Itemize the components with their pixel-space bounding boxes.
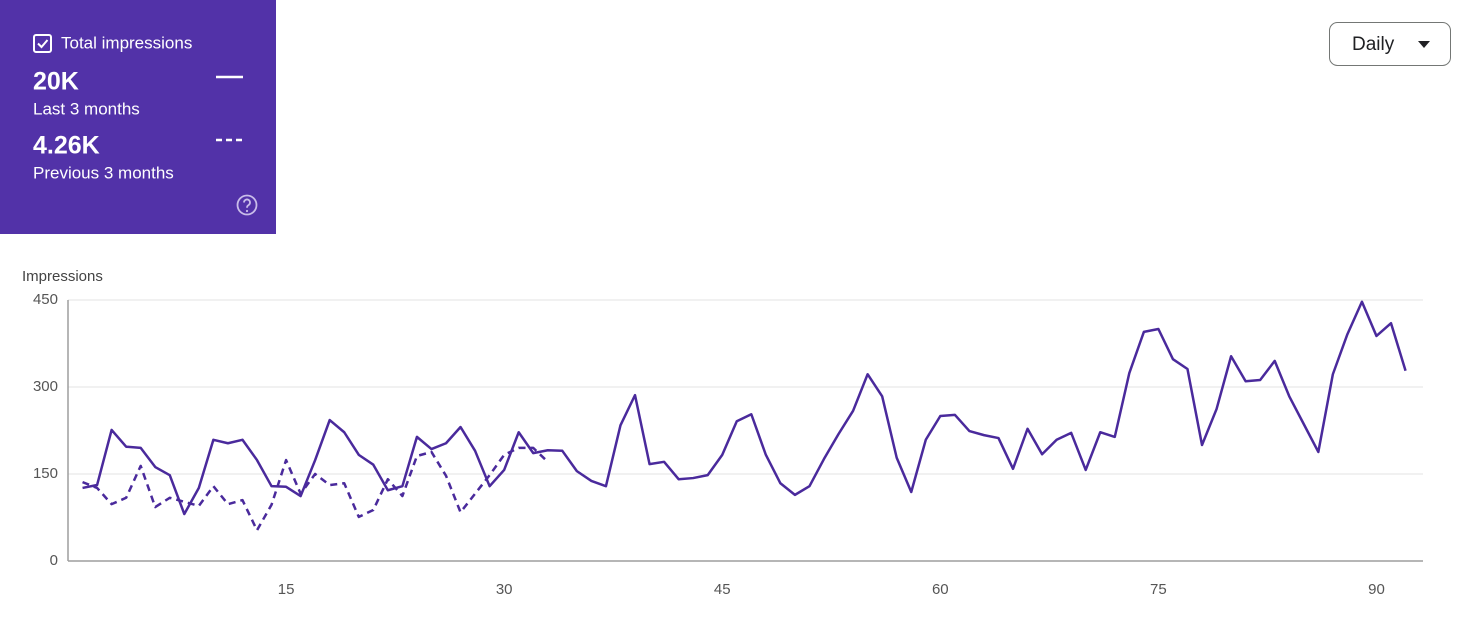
- x-tick-label: 90: [1368, 581, 1385, 598]
- help-glyph: [243, 198, 251, 208]
- x-tick-label: 60: [932, 581, 949, 598]
- dropdown-label: Daily: [1352, 34, 1395, 55]
- plot: 0 150 300 450 15 30 45 60 75 90: [33, 291, 1423, 598]
- y-tick-label: 450: [33, 291, 58, 308]
- legend-previous: Previous 3 months: [33, 163, 174, 182]
- card-label: Total impressions: [61, 33, 192, 52]
- dropdown[interactable]: [1329, 22, 1451, 66]
- help-icon[interactable]: [236, 194, 258, 216]
- x-tick-label: 75: [1150, 581, 1167, 598]
- x-tick-label: 30: [496, 581, 513, 598]
- total-current: 20K: [33, 68, 79, 96]
- line-current: [82, 300, 1407, 516]
- help-dot: [245, 209, 249, 213]
- x-tick-label: 15: [278, 581, 295, 598]
- dropdown-arrow: [1418, 41, 1430, 48]
- y-tick-label: 0: [50, 552, 58, 569]
- legend-current: Last 3 months: [33, 99, 140, 118]
- checkbox[interactable]: [33, 34, 52, 53]
- y-axis-title: Impressions: [22, 268, 103, 285]
- summary-card[interactable]: [0, 0, 276, 234]
- y-tick-label: 150: [33, 465, 58, 482]
- total-previous: 4.26K: [33, 132, 100, 160]
- checkmark: [37, 39, 49, 49]
- y-tick-label: 300: [33, 378, 58, 395]
- x-tick-label: 45: [714, 581, 731, 598]
- line-previous: [82, 446, 549, 532]
